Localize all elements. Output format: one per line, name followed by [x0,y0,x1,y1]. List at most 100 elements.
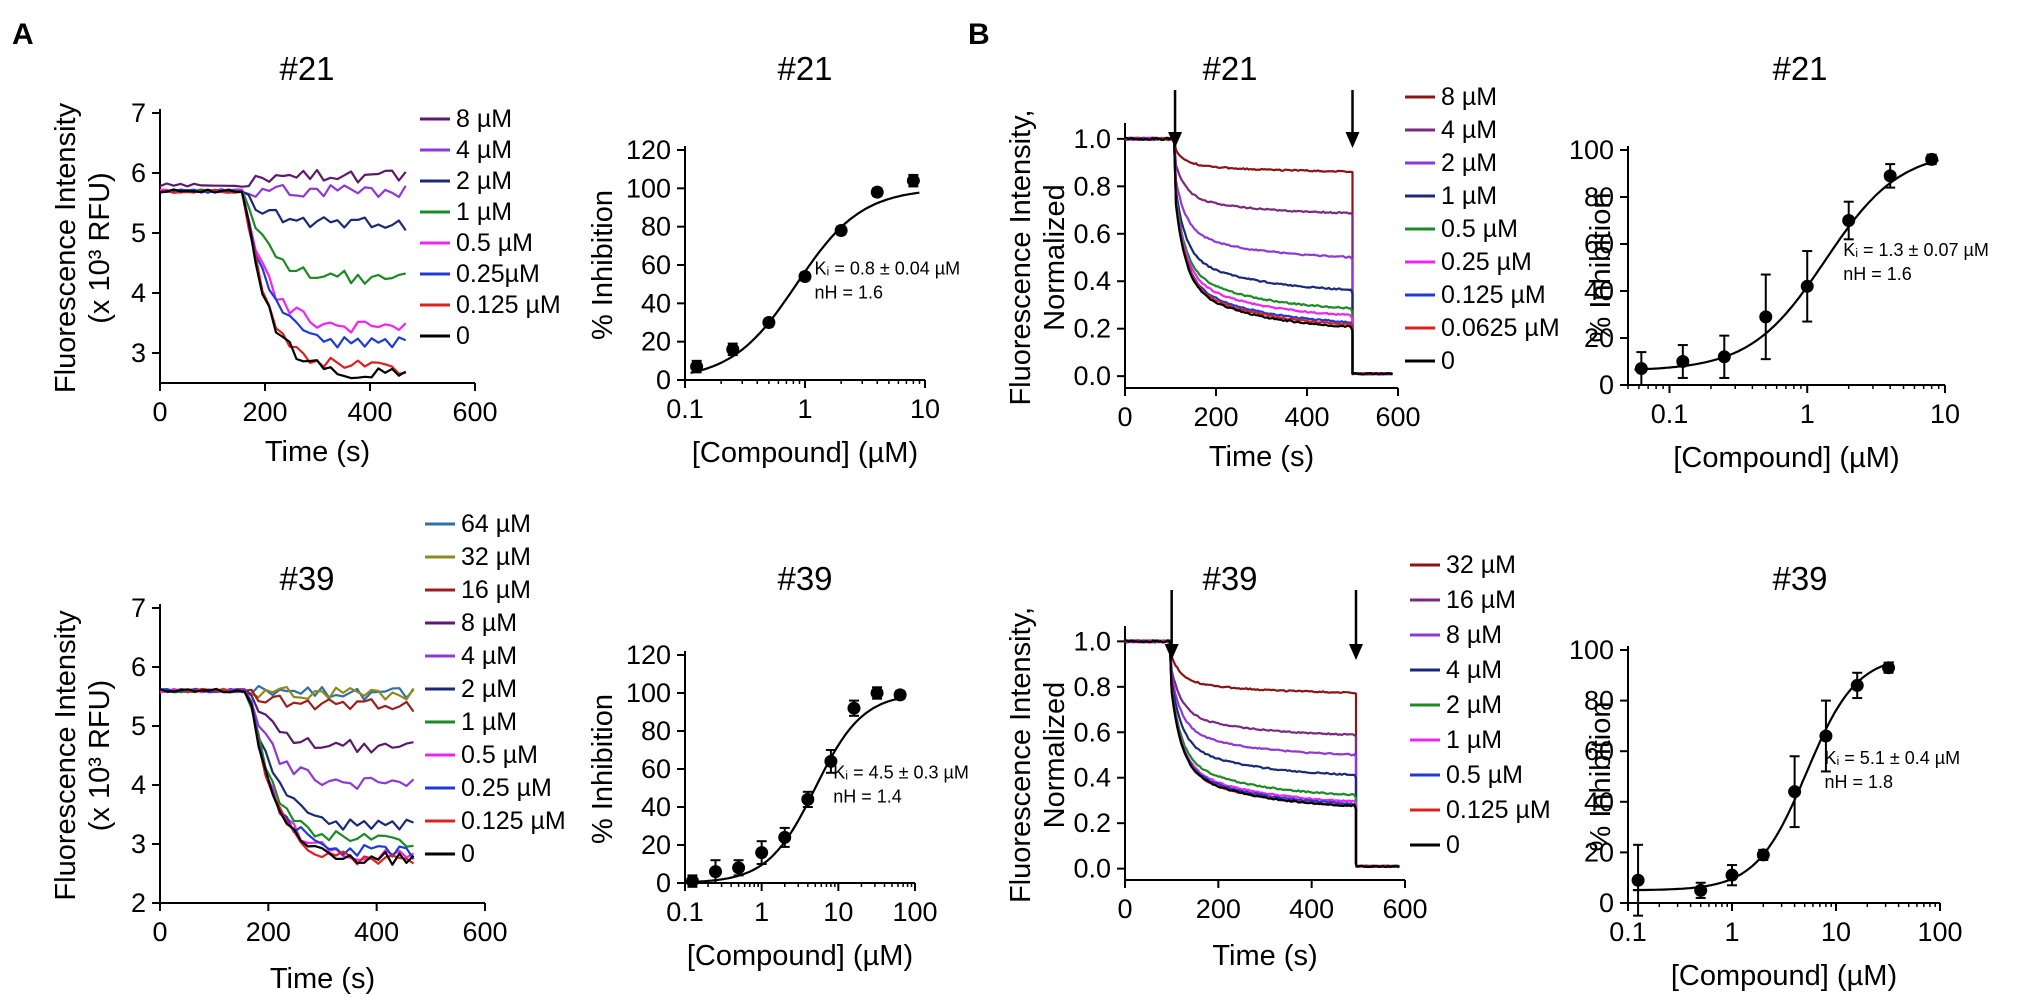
x-axis-label: [Compound] (µM) [687,940,913,972]
data-marker [1676,355,1690,368]
fit-curve [688,696,905,884]
y-tick-label: 0.4 [1073,763,1111,793]
data-marker [824,754,838,768]
legend-label: 0 [456,322,470,350]
data-marker [1800,279,1814,293]
legend-label: 1 µM [456,198,512,226]
x-axis-label: Time (s) [1209,441,1314,473]
data-marker [690,360,704,374]
x-tick-label: 0 [1117,894,1132,924]
data-point [834,224,848,237]
y-tick-label: 60 [1584,229,1614,259]
chart-b-kin-39: #39 0 200 400 600 0.0 0.2 0.4 0.6 0.8 1.0 Time (s) F… [1005,551,1551,972]
data-marker [755,846,769,860]
series-line [159,688,414,754]
data-marker [847,701,861,715]
data-point [798,270,812,283]
series-line [159,188,407,232]
ki-annotation: Kᵢ = 4.5 ± 0.3 µM [833,763,969,783]
x-axis-label: [Compound] (µM) [1673,442,1899,474]
legend-label: 0.25µM [456,260,540,288]
chart-title: #21 [279,50,334,87]
y-axis-label: % Inhibition [587,190,619,340]
x-tick-label: 0.1 [1609,917,1647,947]
y-tick-label: 20 [641,327,671,357]
legend-label: 0 [1446,831,1460,859]
legend-label: 4 µM [456,136,512,164]
data-marker [778,830,792,844]
x-tick-label: 0 [152,397,167,427]
legend-label: 8 µM [456,105,512,133]
data-marker [1759,310,1773,324]
data-point [1800,250,1814,323]
data-point [709,859,723,884]
y-tick-label: 20 [1584,323,1614,353]
y-tick-label: 6 [131,652,146,682]
legend-label: 0.25 µM [461,774,552,802]
y-tick-label: 80 [641,716,671,746]
y-tick-label: 6 [131,158,146,188]
x-tick-label: 400 [1284,402,1329,432]
data-marker [732,861,746,875]
data-point [1819,699,1833,773]
x-tick-label: 0 [152,917,167,947]
data-marker [726,342,740,356]
data-point [801,790,815,808]
y-axis-label-line2: (x 10³ RFU) [84,680,116,831]
x-tick-label: 600 [1375,402,1420,432]
y-tick-label: 0 [1599,888,1614,918]
data-point [906,173,920,188]
arrow-head [1164,644,1179,660]
y-tick-label: 20 [1584,837,1614,867]
legend-label: 0.25 µM [1441,248,1532,276]
chart-title: #21 [777,50,832,87]
x-tick-label: 200 [1193,402,1238,432]
x-tick-label: 10 [910,394,940,424]
y-tick-label: 100 [626,173,671,203]
x-tick-label: 1 [1800,399,1815,429]
legend-label: 64 µM [461,510,531,538]
x-tick-label: 0.1 [666,394,704,424]
data-point [1631,843,1645,917]
data-marker [709,865,723,879]
legend-label: 4 µM [461,642,517,670]
data-point [1882,661,1896,675]
x-tick-label: 10 [1930,399,1960,429]
y-tick-label: 1.0 [1073,124,1111,154]
panel-label-a: A [12,18,34,51]
x-axis-label: [Compound] (µM) [1671,960,1897,992]
series-line [1125,639,1400,869]
y-tick-label: 0.8 [1073,171,1111,201]
arrow-head [1349,644,1363,660]
x-tick-label: 200 [246,917,291,947]
x-tick-label: 600 [1382,894,1427,924]
legend-label: 0.5 µM [461,741,538,769]
data-marker [762,316,776,329]
series-line [1124,136,1393,376]
y-tick-label: 100 [1569,635,1614,665]
x-tick-label: 600 [462,917,507,947]
y-tick-label: 0.4 [1073,266,1111,296]
data-marker [1842,214,1856,227]
legend-label: 0.5 µM [1446,761,1523,789]
legend-label: 2 µM [456,167,512,195]
y-tick-label: 5 [131,711,146,741]
data-marker [906,174,920,188]
legend-label: 32 µM [1446,551,1516,579]
data-marker [1819,729,1833,743]
x-axis-label: Time (s) [1212,940,1317,972]
y-tick-label: 80 [1584,686,1614,716]
data-marker [870,185,884,199]
data-point [870,686,884,700]
y-tick-label: 120 [626,640,671,670]
data-point [1759,273,1773,361]
series-line [1124,639,1400,869]
y-tick-label: 1.0 [1073,626,1111,656]
y-tick-label: 40 [1584,787,1614,817]
legend-label: 0.125 µM [1446,796,1551,824]
legend-label: 0 [1441,347,1455,375]
y-tick-label: 20 [641,830,671,860]
x-tick-label: 10 [1821,917,1851,947]
data-point [755,840,769,865]
series-line [1124,639,1400,869]
